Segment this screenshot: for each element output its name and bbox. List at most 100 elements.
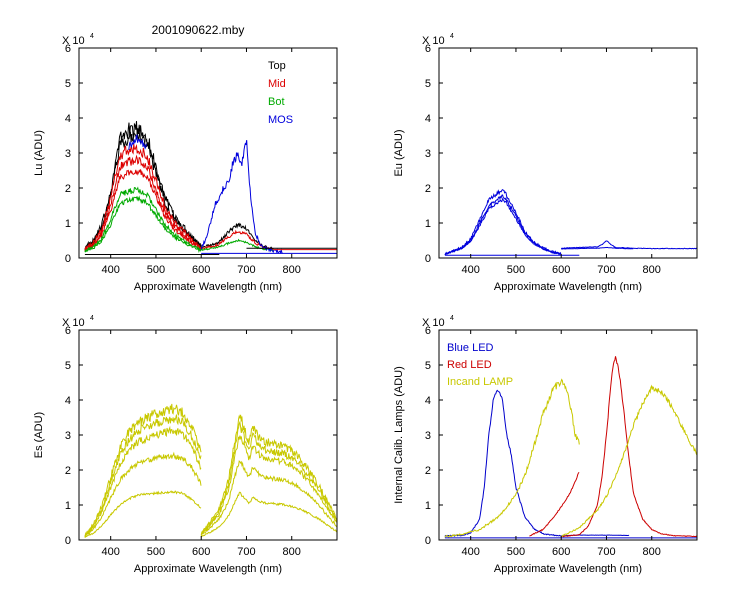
lamps-legend-incand-lamp: Incand LAMP	[447, 376, 513, 388]
eu-panel: 400 500 600 700 800 0 1 2 3 4 5 6X 10 4 Approximate W…	[393, 33, 698, 293]
eu-ytick-label: 5	[425, 78, 431, 90]
lamps-xtick-label: 600	[552, 546, 570, 558]
eu-ytick-label: 6	[425, 43, 431, 55]
es-series-es-line	[84, 425, 202, 537]
es-y-axis-label: Es (ADU)	[33, 412, 45, 458]
es-series-es-line	[84, 451, 202, 538]
es-series-es-line	[200, 414, 337, 535]
lu-legend-mid: Mid	[268, 78, 286, 90]
lu-series-mos-line	[200, 140, 283, 255]
eu-ytick-label: 3	[425, 148, 431, 160]
lu-x-axis-label: Approximate Wavelength (nm)	[134, 281, 282, 293]
es-series-es-line	[84, 490, 202, 539]
lu-legend-bot: Bot	[268, 96, 285, 108]
eu-xtick-label: 400	[462, 264, 480, 276]
es-series-es-line	[200, 420, 337, 536]
lamps-series-blue-led-line	[444, 389, 561, 537]
lamps-ytick-label: 1	[425, 500, 431, 512]
es-xtick-label: 700	[237, 546, 255, 558]
lu-exponent-label: X 10	[62, 35, 85, 47]
eu-ytick-label: 4	[425, 113, 431, 125]
lu-ytick-label: 2	[65, 183, 71, 195]
lu-xtick-label: 600	[192, 264, 210, 276]
eu-y-axis-label: Eu (ADU)	[393, 129, 405, 176]
lamps-ytick-label: 0	[425, 535, 431, 547]
es-ytick-label: 5	[65, 360, 71, 372]
figure-title: 2001090622.mby	[152, 23, 245, 37]
es-series-es-line	[200, 435, 337, 536]
eu-xtick-label: 600	[552, 264, 570, 276]
eu-xtick-label: 800	[643, 264, 661, 276]
es-series-es-line	[84, 403, 202, 537]
lu-xtick-label: 800	[283, 264, 301, 276]
es-panel: 400 500 600 700 800 0 1 2 3 4 5 6X 10 4 Approximate W…	[33, 315, 338, 575]
lamps-legend-blue-led: Blue LED	[447, 342, 494, 354]
lu-series-mos-line	[128, 133, 147, 151]
es-series-group	[84, 403, 337, 539]
lu-series-mid-line	[84, 169, 202, 252]
lamps-ytick-label: 4	[425, 395, 431, 407]
lu-exponent-power: 4	[90, 33, 94, 40]
lu-xtick-label: 700	[237, 264, 255, 276]
lu-xtick-label: 500	[147, 264, 165, 276]
lu-series-group	[84, 121, 337, 255]
lu-series-mid-line	[84, 143, 202, 252]
lu-ytick-label: 1	[65, 218, 71, 230]
es-xtick-label: 500	[147, 546, 165, 558]
es-series-es-line	[200, 460, 337, 536]
lamps-xtick-label: 500	[507, 546, 525, 558]
lamps-xtick-label: 800	[643, 546, 661, 558]
lu-ytick-label: 3	[65, 148, 71, 160]
lu-xtick-label: 400	[102, 264, 120, 276]
lamps-series-red-led-line	[529, 471, 580, 537]
lamps-y-axis-label: Internal Calib. Lamps (ADU)	[393, 366, 405, 504]
es-ytick-label: 1	[65, 500, 71, 512]
eu-series-eu-line	[444, 197, 562, 256]
es-series-es-line	[84, 414, 202, 537]
lamps-exponent-label: X 10	[422, 317, 445, 329]
lamps-series-red-led-line	[560, 356, 697, 538]
lu-plot-frame	[78, 47, 338, 259]
lu-ytick-label: 0	[65, 253, 71, 265]
lu-legend-top: Top	[268, 60, 286, 72]
lu-series-mid-line	[84, 154, 202, 252]
es-x-axis-label: Approximate Wavelength (nm)	[134, 563, 282, 575]
lamps-ytick-label: 2	[425, 465, 431, 477]
lu-ytick-label: 5	[65, 78, 71, 90]
es-ytick-label: 4	[65, 395, 71, 407]
lu-ytick-label: 4	[65, 113, 71, 125]
eu-ytick-label: 0	[425, 253, 431, 265]
es-series-es-line	[200, 491, 337, 538]
lamps-legend-red-led: Red LED	[447, 359, 492, 371]
es-xtick-label: 600	[192, 546, 210, 558]
eu-ytick-label: 1	[425, 218, 431, 230]
lu-series-bot-line	[84, 186, 201, 252]
lu-ytick-label: 6	[65, 43, 71, 55]
eu-exponent-power: 4	[450, 33, 454, 40]
es-ytick-label: 3	[65, 430, 71, 442]
eu-series-eu-line	[561, 246, 634, 250]
lamps-ytick-label: 6	[425, 325, 431, 337]
eu-ytick-label: 2	[425, 183, 431, 195]
es-ytick-label: 2	[65, 465, 71, 477]
lu-series-top-line	[200, 222, 274, 251]
lamps-xtick-label: 400	[462, 546, 480, 558]
es-exponent-power: 4	[90, 315, 94, 322]
es-xtick-label: 800	[283, 546, 301, 558]
eu-xtick-label: 700	[597, 264, 615, 276]
lu-panel: 400 500 600 700 800 0 1 2 3 4 5 6X 10 4 Approximate W…	[33, 33, 338, 293]
lu-series-bot-line	[84, 195, 202, 253]
lu-y-axis-label: Lu (ADU)	[33, 130, 45, 176]
lamps-x-axis-label: Approximate Wavelength (nm)	[494, 563, 642, 575]
es-exponent-label: X 10	[62, 317, 85, 329]
es-ytick-label: 0	[65, 535, 71, 547]
lamps-panel: 400 500 600 700 800 0 1 2 3 4 5 6X 10 4 Approximate W…	[393, 315, 698, 575]
lamps-ytick-label: 5	[425, 360, 431, 372]
es-plot-frame	[78, 329, 338, 541]
lamps-series-incand-lamp-line	[444, 378, 580, 538]
eu-series-group	[444, 188, 697, 256]
lamps-exponent-power: 4	[450, 315, 454, 322]
lamps-xtick-label: 700	[597, 546, 615, 558]
eu-xtick-label: 500	[507, 264, 525, 276]
